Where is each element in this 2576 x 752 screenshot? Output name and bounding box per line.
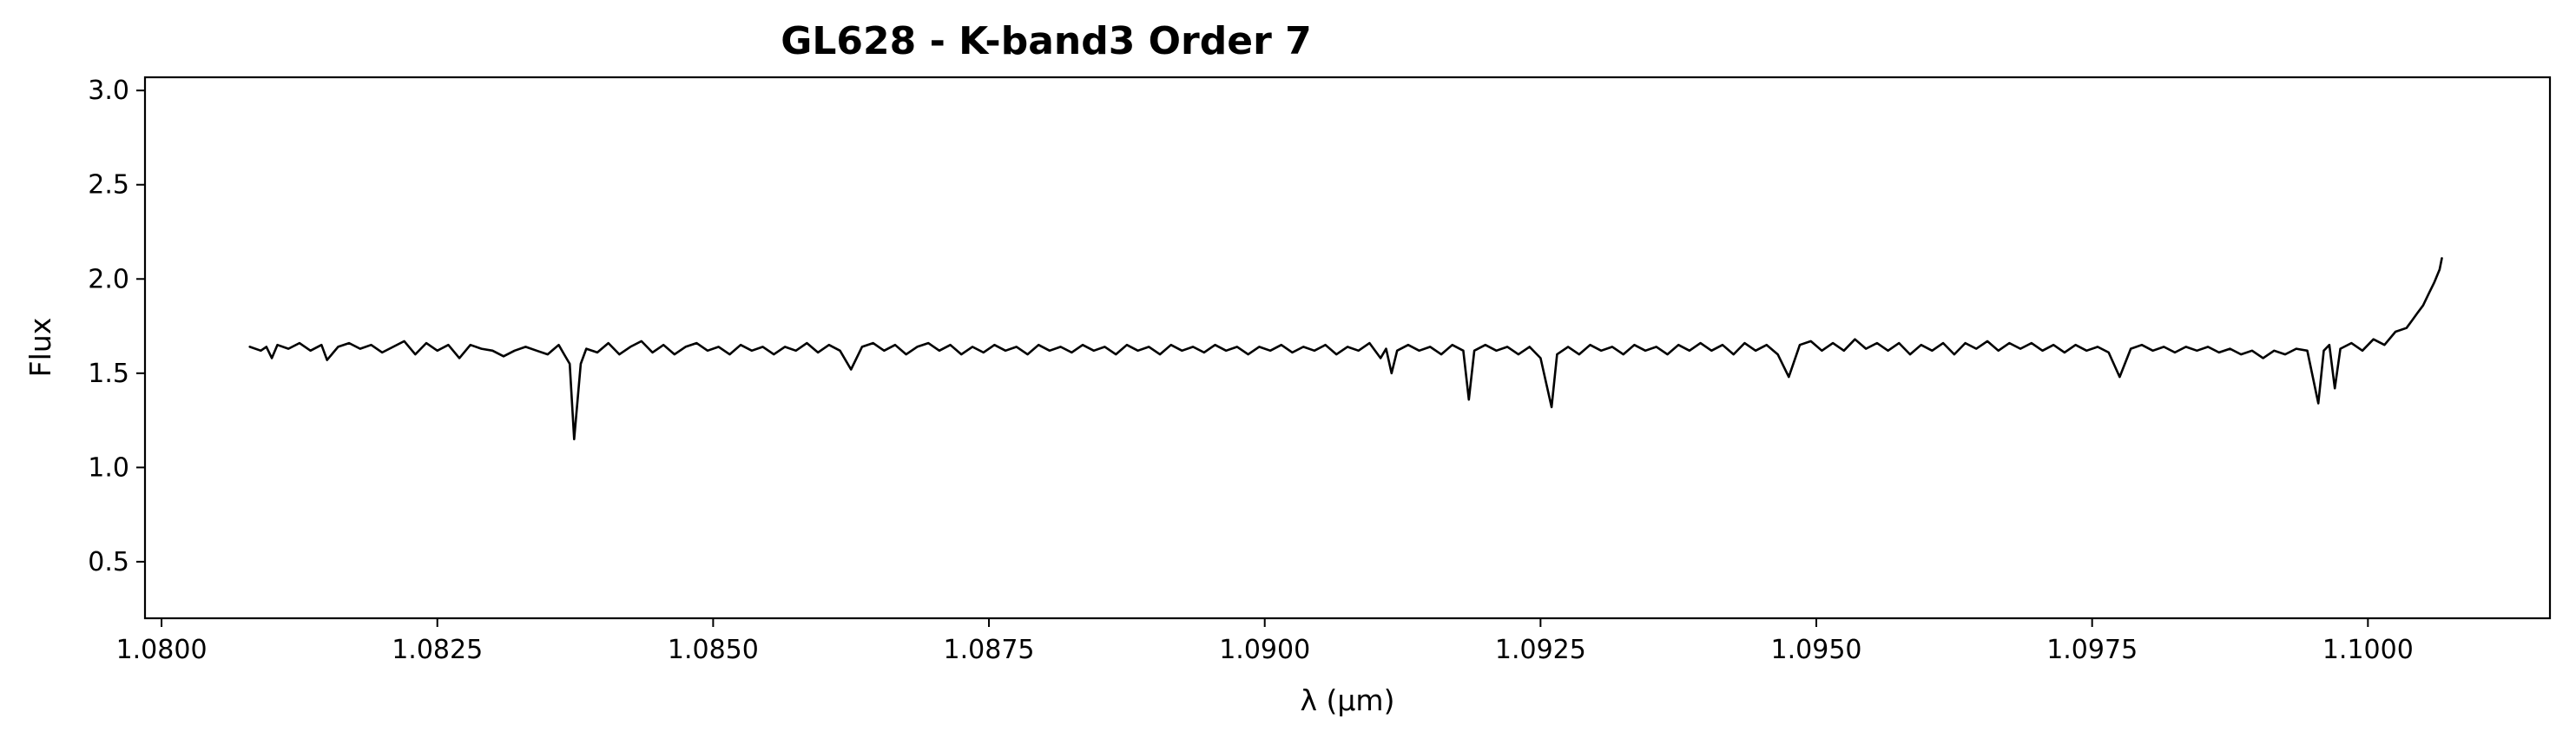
y-tick-label: 1.5 <box>88 359 129 389</box>
plot-frame <box>143 76 2552 620</box>
y-tick-label: 2.0 <box>88 264 129 294</box>
x-axis-label: λ (μm) <box>1301 683 1395 717</box>
y-tick-label: 3.0 <box>88 76 129 106</box>
x-tick-label: 1.0900 <box>1219 635 1310 665</box>
x-tick-label: 1.0850 <box>668 635 759 665</box>
x-axis-ticks: 1.0800 1.0825 1.0850 1.0875 1.0900 1.0925 1.09… <box>116 618 2414 665</box>
series-line <box>248 257 2443 441</box>
x-tick-label: 1.0800 <box>116 635 208 665</box>
y-tick-label: 1.0 <box>88 452 129 483</box>
x-tick-label: 1.0825 <box>392 635 483 665</box>
x-tick-label: 1.0975 <box>2046 635 2138 665</box>
x-tick-label: 1.0875 <box>944 635 1035 665</box>
chart-title: GL628 - K-band3 Order 7 <box>781 19 1311 63</box>
x-tick-label: 1.1000 <box>2322 635 2414 665</box>
y-tick-label: 0.5 <box>88 547 129 577</box>
y-tick-label: 2.5 <box>88 170 129 201</box>
y-axis-label: Flux <box>23 318 57 378</box>
x-tick-label: 1.0950 <box>1771 635 1862 665</box>
y-axis-ticks: 0.5 1.0 1.5 2.0 2.5 3.0 <box>88 76 145 577</box>
x-tick-label: 1.0925 <box>1495 635 1586 665</box>
